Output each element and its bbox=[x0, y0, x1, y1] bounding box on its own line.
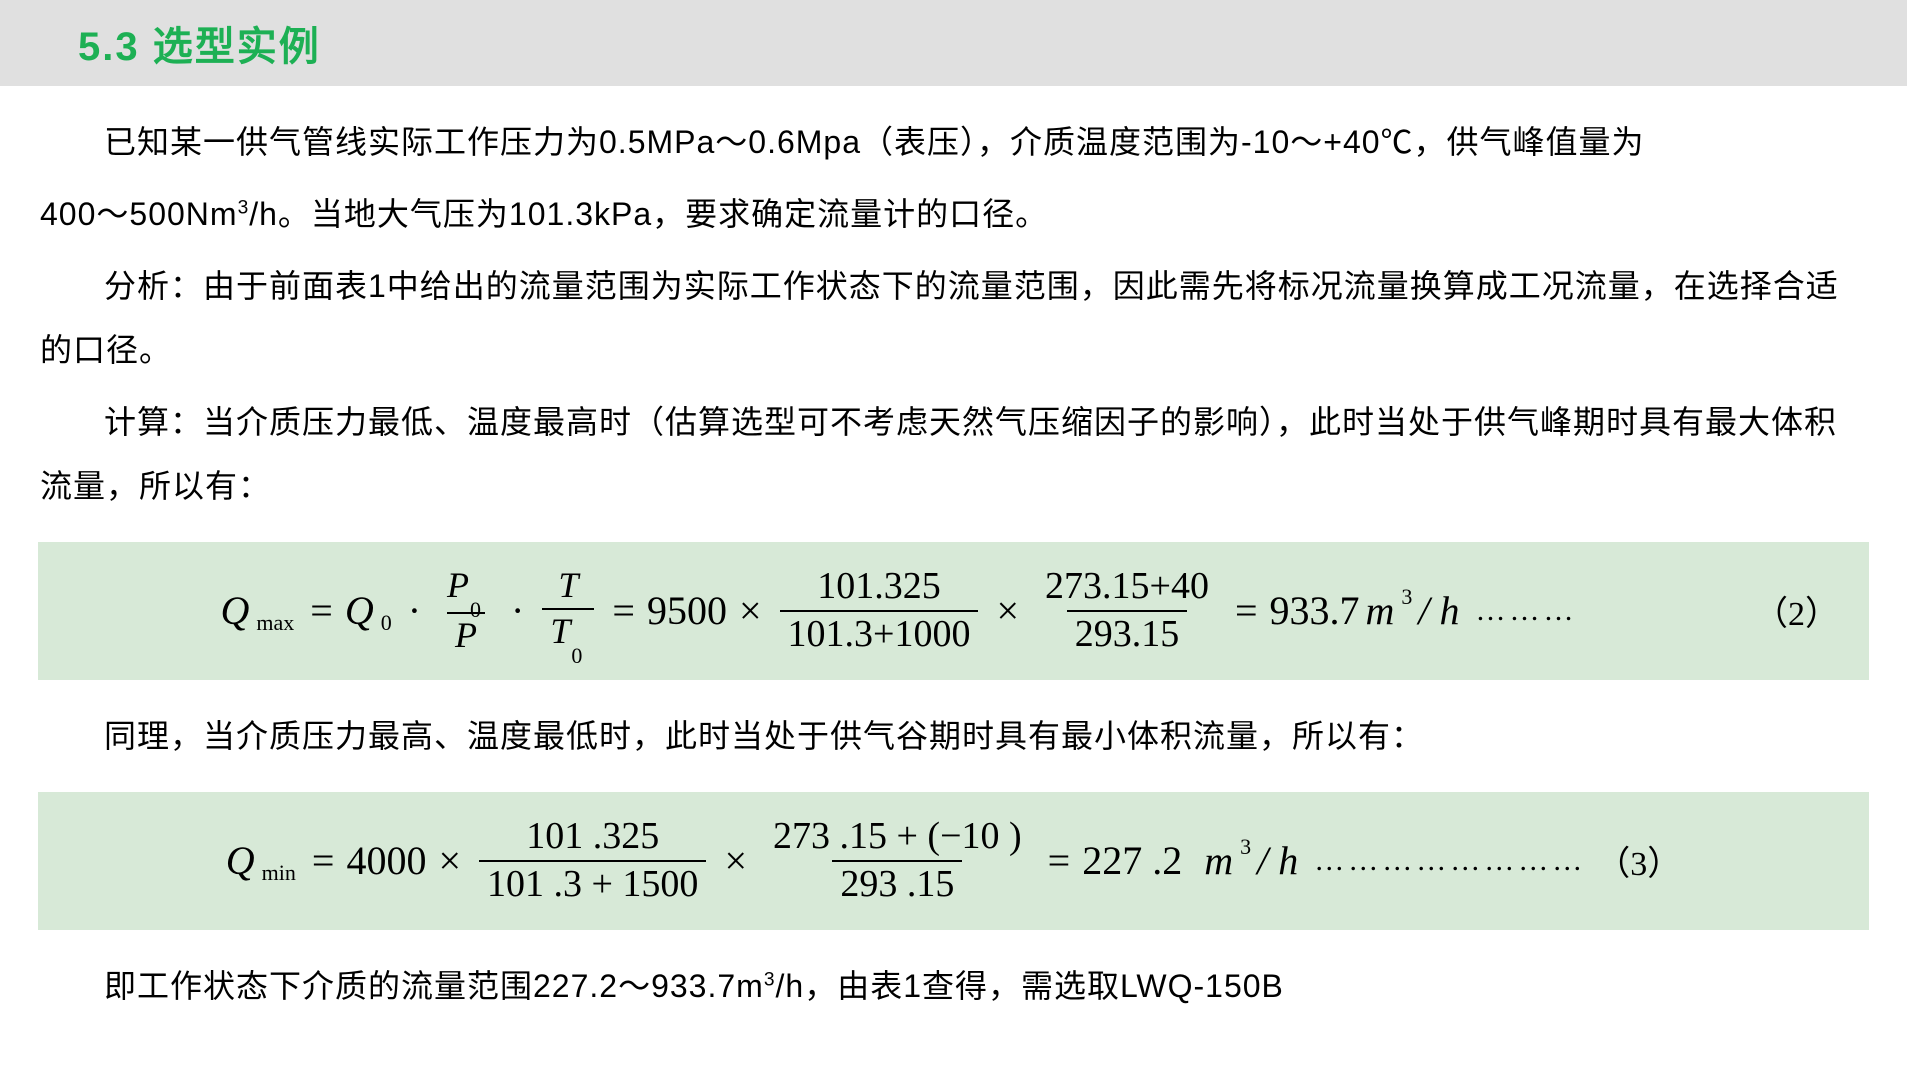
q0-sub: 0 bbox=[381, 610, 392, 636]
unit-sup-min: 3 bbox=[1240, 834, 1251, 860]
frac-p0-p: P0 P bbox=[439, 564, 493, 658]
formula-qmax: Qmax = Q0 · P0 P · T T0 = 9500 × 101.325… bbox=[68, 564, 1730, 658]
eq-op-min-2: = bbox=[1048, 837, 1071, 884]
formula-qmin-block: Qmin = 4000 × 101 .325 101 .3 + 1500 × 2… bbox=[38, 792, 1869, 930]
problem-text-b: 400～500Nm bbox=[40, 196, 238, 232]
q0-symbol: Q bbox=[345, 587, 374, 634]
qmin-symbol: Q bbox=[226, 837, 255, 884]
q0-value-min: 4000 bbox=[346, 837, 426, 884]
unit-m-min: m bbox=[1204, 837, 1233, 884]
eq-op-2: = bbox=[612, 587, 635, 634]
dots: ……… bbox=[1476, 594, 1578, 628]
dot-op: · bbox=[408, 587, 421, 634]
section-header: 5.3 选型实例 bbox=[0, 0, 1907, 86]
formula-qmin: Qmin = 4000 × 101 .325 101 .3 + 1500 × 2… bbox=[68, 814, 1839, 908]
times-op-min: × bbox=[438, 837, 461, 884]
conclusion-b: /h，由表1查得，需选取LWQ-150B bbox=[776, 968, 1284, 1004]
frac-pressure-min: 101 .325 101 .3 + 1500 bbox=[479, 814, 706, 908]
result-value-min: 227 .2 bbox=[1082, 837, 1182, 884]
paragraph-analysis: 分析：由于前面表1中给出的流量范围为实际工作状态下的流量范围，因此需先将标况流量… bbox=[0, 250, 1907, 386]
dots-min: …………………… bbox=[1314, 844, 1586, 878]
eq-op-min: = bbox=[312, 837, 335, 884]
frac-pressure: 101.325 101.3+1000 bbox=[780, 564, 979, 658]
formula-qmax-block: Qmax = Q0 · P0 P · T T0 = 9500 × 101.325… bbox=[38, 542, 1869, 680]
paragraph-problem-1: 已知某一供气管线实际工作压力为0.5MPa～0.6Mpa（表压），介质温度范围为… bbox=[0, 106, 1907, 178]
problem-text-c: /h。当地大气压为101.3kPa，要求确定流量计的口径。 bbox=[249, 196, 1048, 232]
problem-text-a: 已知某一供气管线实际工作压力为0.5MPa～0.6Mpa（表压），介质温度范围为… bbox=[104, 124, 1645, 160]
equation-label-3: （3） bbox=[1596, 836, 1681, 885]
q0-value: 9500 bbox=[647, 587, 727, 634]
frac-temperature-min: 273 .15 + (−10 ) 293 .15 bbox=[765, 814, 1030, 908]
qmax-sub: max bbox=[256, 610, 294, 636]
equation-label-2: （2） bbox=[1754, 586, 1839, 635]
qmin-sub: min bbox=[262, 860, 296, 886]
times-op: × bbox=[739, 587, 762, 634]
unit-h: / h bbox=[1418, 587, 1459, 634]
cubic-sup: 3 bbox=[238, 197, 250, 218]
paragraph-min-intro: 同理，当介质压力最高、温度最低时，此时当处于供气谷期时具有最小体积流量，所以有： bbox=[0, 700, 1907, 772]
section-title: 5.3 选型实例 bbox=[78, 25, 321, 69]
paragraph-conclusion: 即工作状态下介质的流量范围227.2～933.7m3/h，由表1查得，需选取LW… bbox=[0, 950, 1907, 1022]
paragraph-problem-1b: 400～500Nm3/h。当地大气压为101.3kPa，要求确定流量计的口径。 bbox=[0, 178, 1907, 250]
conclusion-a: 即工作状态下介质的流量范围227.2～933.7m bbox=[104, 968, 764, 1004]
eq-op: = bbox=[310, 587, 333, 634]
result-value: 933.7 bbox=[1270, 587, 1360, 634]
cubic-sup-2: 3 bbox=[764, 969, 776, 990]
times-op-2: × bbox=[996, 587, 1019, 634]
dot-op-2: · bbox=[511, 587, 524, 634]
frac-t-t0: T T0 bbox=[542, 564, 594, 658]
unit-m: m bbox=[1366, 587, 1395, 634]
unit-sup: 3 bbox=[1401, 584, 1412, 610]
unit-h-min: / h bbox=[1257, 837, 1298, 884]
eq-op-3: = bbox=[1235, 587, 1258, 634]
frac-temperature: 273.15+40 293.15 bbox=[1037, 564, 1217, 658]
qmax-symbol: Q bbox=[220, 587, 249, 634]
times-op-min-2: × bbox=[724, 837, 747, 884]
paragraph-calc-intro: 计算：当介质压力最低、温度最高时（估算选型可不考虑天然气压缩因子的影响），此时当… bbox=[0, 386, 1907, 522]
